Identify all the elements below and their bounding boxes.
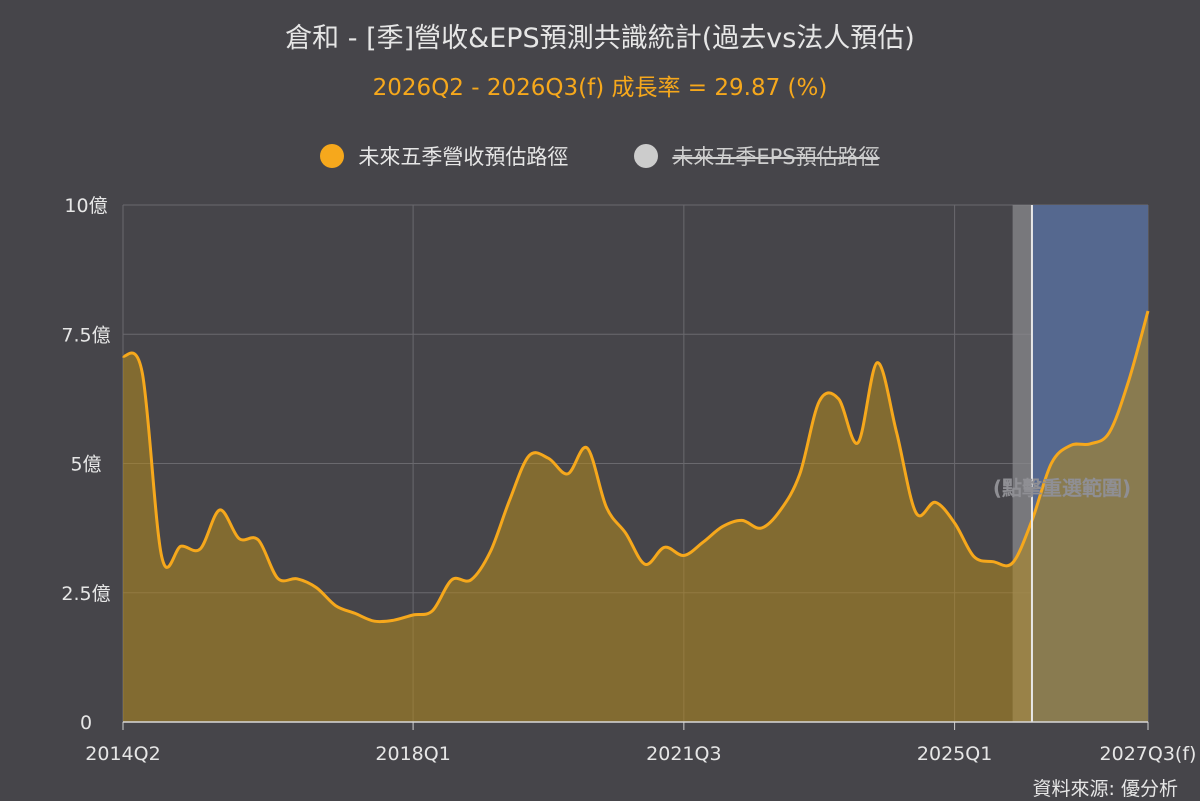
data-point: [1126, 378, 1132, 384]
x-tick-label: 2021Q3: [646, 743, 721, 765]
data-point: [623, 530, 629, 536]
data-point: [836, 396, 842, 402]
x-tick-label: 2025Q1: [917, 743, 992, 765]
data-point: [1048, 461, 1054, 467]
legend-item-eps[interactable]: 未來五季EPS預估路徑: [634, 141, 880, 171]
data-point: [739, 517, 745, 523]
data-point: [449, 577, 455, 583]
data-point: [352, 610, 358, 616]
data-point: [468, 577, 474, 583]
legend-label-revenue: 未來五季營收預估路徑: [358, 145, 569, 169]
data-point: [120, 353, 126, 359]
axis-layer: 0 2.5億 5億 7.5億 10億 2014Q2 2018Q1 2021Q3 2025Q1 20…: [61, 195, 1196, 765]
data-point: [507, 497, 513, 503]
data-point: [159, 554, 165, 560]
y-tick-label: 0: [80, 712, 92, 734]
x-tick-label: 2018Q1: [375, 743, 450, 765]
data-point: [681, 553, 687, 559]
data-point: [816, 398, 822, 404]
data-point: [642, 561, 648, 567]
data-point: [913, 510, 919, 516]
data-point: [855, 440, 861, 446]
y-tick-label: 10億: [64, 195, 107, 217]
chart-title: 倉和 - [季]營收&EPS預測共識統計(過去vs法人預估): [285, 23, 915, 54]
data-point: [139, 370, 145, 376]
data-point: [1106, 429, 1112, 435]
data-point: [662, 544, 668, 550]
y-tick-label: 5億: [70, 454, 101, 476]
data-point: [178, 543, 184, 549]
data-point: [952, 520, 958, 526]
data-point: [487, 548, 493, 554]
y-tick-label: 2.5億: [61, 583, 110, 605]
reset-zoom-hint[interactable]: (點擊重選範圍): [993, 476, 1131, 500]
x-tick-label: 2027Q3(f): [1100, 743, 1197, 765]
data-point: [217, 507, 223, 513]
revenue-line: [122, 310, 1150, 624]
legend-label-eps: 未來五季EPS預估路徑: [672, 145, 880, 169]
data-point: [797, 471, 803, 477]
data-point: [197, 546, 203, 552]
data-point: [545, 455, 551, 461]
data-point: [565, 471, 571, 477]
data-point: [584, 445, 590, 451]
data-point: [894, 429, 900, 435]
data-point: [778, 507, 784, 513]
data-point: [236, 535, 242, 541]
legend-item-revenue[interactable]: 未來五季營收預估路徑: [320, 141, 568, 171]
chart-subtitle: 2026Q2 - 2026Q3(f) 成長率 = 29.87 (%): [372, 75, 828, 101]
data-point: [603, 504, 609, 510]
data-point: [429, 608, 435, 614]
data-point: [1087, 441, 1093, 447]
data-point: [294, 576, 300, 582]
data-point: [313, 585, 319, 591]
data-point: [1145, 308, 1151, 314]
data-point: [410, 612, 416, 618]
data-point: [932, 499, 938, 505]
area-layer: [120, 308, 1151, 722]
data-point: [758, 525, 764, 531]
data-point: [255, 537, 261, 543]
data-point: [720, 524, 726, 530]
data-point: [874, 360, 880, 366]
data-point: [990, 559, 996, 565]
data-point: [275, 575, 281, 581]
data-point: [371, 618, 377, 624]
y-tick-label: 7.5億: [61, 324, 110, 346]
x-tick-label: 2014Q2: [85, 743, 160, 765]
data-point: [971, 554, 977, 560]
revenue-area: [123, 311, 1148, 722]
data-point: [1010, 560, 1016, 566]
data-point: [333, 603, 339, 609]
data-point: [391, 617, 397, 623]
data-point: [1068, 442, 1074, 448]
data-source: 資料來源: 優分析: [1032, 778, 1178, 800]
data-point: [526, 453, 532, 459]
legend-dot-revenue-icon: [320, 144, 345, 168]
data-point: [700, 539, 706, 545]
legend: 未來五季營收預估路徑 未來五季EPS預估路徑: [0, 141, 1200, 171]
legend-dot-eps-icon: [634, 144, 659, 168]
